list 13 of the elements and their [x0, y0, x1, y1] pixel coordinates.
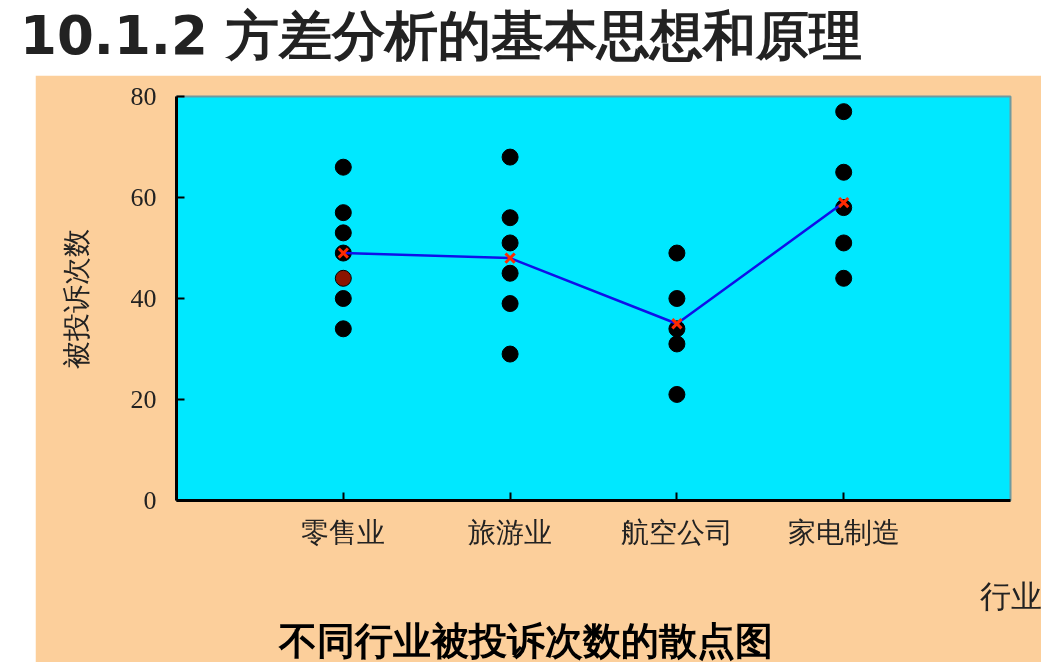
y-tick-label: 0	[143, 486, 157, 515]
y-tick-label: 60	[130, 183, 157, 212]
x-axis-title: 行业	[979, 578, 1041, 614]
x-tick-label: 零售业	[301, 516, 386, 548]
y-tick-label: 20	[130, 385, 157, 414]
y-tick-label: 40	[130, 284, 157, 313]
x-tick-label: 家电制造	[787, 516, 900, 548]
chart-title: 10.1.2 方差分析的基本思想和原理	[20, 4, 863, 68]
y-axis-title: 被投诉次数	[60, 228, 92, 369]
x-tick-label: 旅游业	[468, 516, 553, 548]
text: 不同行业被投诉次数的散点图	[277, 618, 773, 662]
x-tick-label: 航空公司	[620, 516, 733, 548]
y-tick-label: 80	[130, 82, 157, 111]
